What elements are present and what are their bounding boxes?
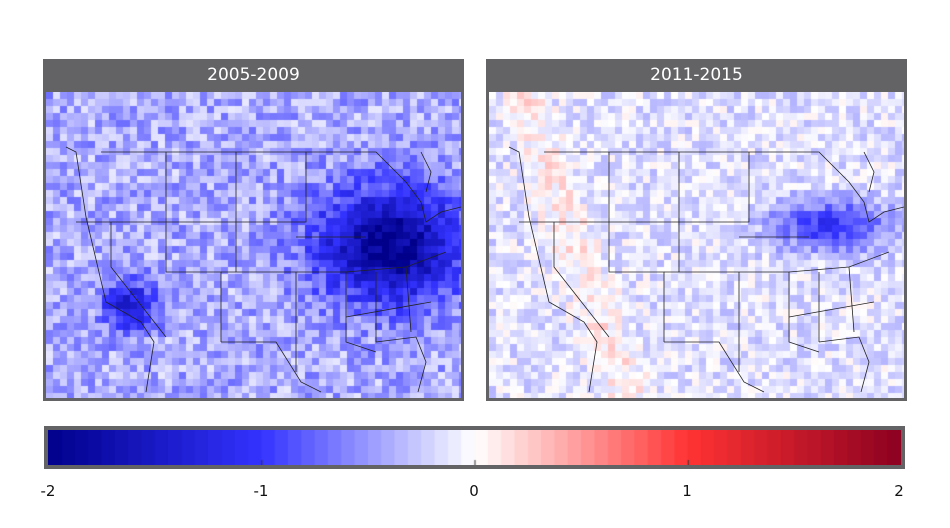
border-line [553, 222, 665, 342]
border-line [345, 151, 432, 333]
heatmap-map [46, 92, 461, 398]
map-panel-2005-2009: 2005-2009 [43, 59, 464, 401]
border-line [519, 152, 750, 223]
border-line [76, 152, 307, 223]
border-line [221, 222, 377, 372]
border-line [544, 151, 904, 223]
state-borders [65, 146, 461, 393]
border-line [221, 336, 427, 393]
border-line [664, 222, 820, 372]
border-line [101, 151, 461, 223]
border-line [788, 151, 875, 333]
map-panel-2011-2015: 2011-2015 [486, 59, 907, 401]
border-line [664, 336, 870, 393]
heatmap-grid [46, 92, 461, 398]
border-line [110, 222, 222, 342]
colorbar-tick-label: -2 [40, 482, 56, 500]
panel-title: 2005-2009 [207, 65, 300, 85]
heatmap-map [489, 92, 904, 398]
colorbar [44, 426, 905, 469]
colorbar-gradient [48, 430, 901, 465]
border-line [508, 146, 598, 393]
border-line [739, 236, 890, 342]
colorbar-tick-label: 2 [894, 482, 904, 500]
border-line [296, 236, 447, 342]
colorbar-tick-label: 1 [682, 482, 692, 500]
state-borders [508, 146, 904, 393]
colorbar-tick-label: -1 [253, 482, 269, 500]
colorbar-tick-label: 0 [469, 482, 479, 500]
heatmap-grid [489, 92, 904, 398]
panel-title: 2011-2015 [650, 65, 743, 85]
border-line [65, 146, 155, 393]
